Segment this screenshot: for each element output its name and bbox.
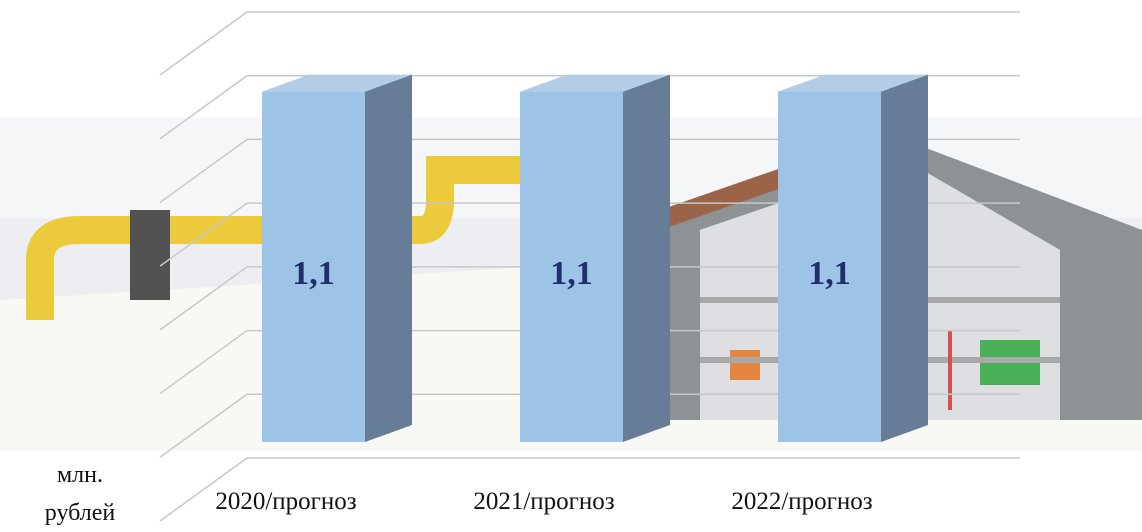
- bar-side: [365, 74, 412, 443]
- bar-top: [520, 74, 670, 92]
- grid-line: [159, 138, 248, 204]
- bar-top: [778, 74, 928, 92]
- bar: [520, 91, 623, 443]
- x-tick-label: 2020/прогноз: [215, 488, 356, 515]
- bar-side: [881, 74, 928, 443]
- bar: [778, 91, 881, 443]
- grid-line: [159, 329, 248, 395]
- x-tick-label: 2021/прогноз: [473, 488, 614, 515]
- grid-line: [159, 266, 248, 331]
- y-axis-label: млн. рублей: [44, 462, 116, 526]
- grid-line: [159, 11, 248, 76]
- bar: [262, 91, 365, 443]
- grid-line: [159, 75, 248, 140]
- bar-top: [262, 74, 412, 92]
- value-label: 1,1: [808, 255, 851, 292]
- grid-line: [159, 457, 248, 522]
- value-label: 1,1: [550, 255, 593, 292]
- grid-line: [159, 202, 248, 267]
- grid-line: [159, 393, 248, 458]
- value-label: 1,1: [292, 255, 335, 292]
- bar-side: [623, 74, 670, 443]
- x-tick-label: 2022/прогноз: [731, 488, 872, 515]
